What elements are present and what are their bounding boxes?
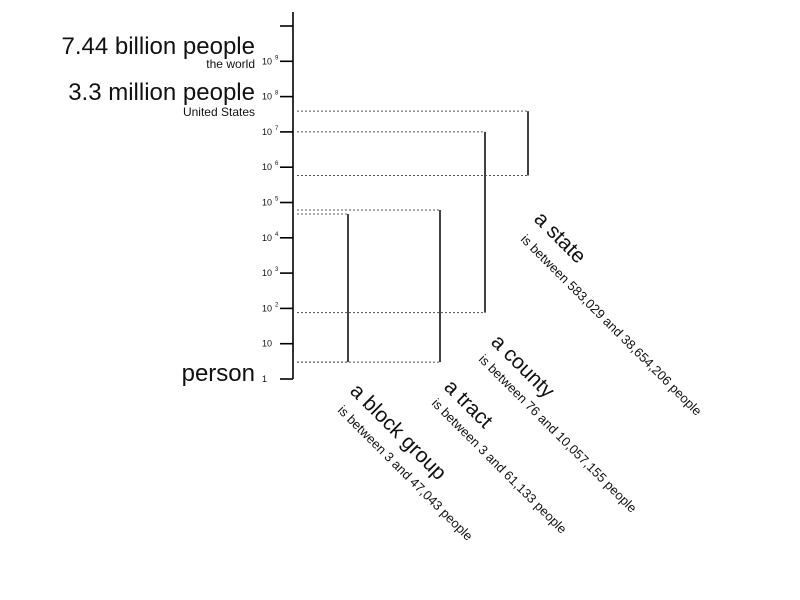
y-tick-base: 10	[262, 303, 272, 313]
reference-label: 3.3 million people	[68, 79, 255, 106]
y-tick-label: 10 2	[262, 302, 279, 313]
y-tick-label: 10 4	[262, 232, 279, 243]
reference-label: 7.44 billion people	[62, 33, 256, 60]
y-tick-exponent: 7	[275, 126, 279, 132]
y-tick-exponent: 5	[275, 197, 279, 203]
y-tick-exponent: 6	[275, 161, 279, 167]
y-tick-base: 10	[262, 339, 272, 349]
range-description: is between 76 and 10,057,155 people	[476, 352, 640, 516]
y-tick-label: 10 8	[262, 91, 279, 102]
y-tick-label: 10 5	[262, 197, 279, 208]
y-tick-base: 1	[262, 374, 267, 384]
y-tick-base: 10	[262, 92, 272, 102]
y-tick-base: 10	[262, 56, 272, 66]
reference-sublabel: the world	[206, 57, 255, 71]
y-tick-label: 10 9	[262, 55, 279, 66]
y-tick-base: 10	[262, 268, 272, 278]
y-tick-exponent: 9	[275, 55, 279, 61]
y-tick-label: 10 6	[262, 161, 279, 172]
y-tick-label: 10 7	[262, 126, 279, 137]
reference-label: person	[182, 360, 255, 387]
y-tick-exponent: 8	[275, 91, 279, 97]
y-tick-exponent: 3	[275, 267, 279, 273]
reference-sublabel: United States	[183, 105, 255, 119]
y-tick-label: 10 3	[262, 267, 279, 278]
y-tick-base: 10	[262, 198, 272, 208]
y-tick-base: 10	[262, 127, 272, 137]
y-tick-label: 1	[262, 374, 267, 384]
y-tick-exponent: 4	[275, 232, 279, 238]
y-tick-base: 10	[262, 233, 272, 243]
y-tick-exponent: 2	[275, 302, 279, 308]
y-tick-label: 10	[262, 339, 272, 349]
y-tick-base: 10	[262, 162, 272, 172]
